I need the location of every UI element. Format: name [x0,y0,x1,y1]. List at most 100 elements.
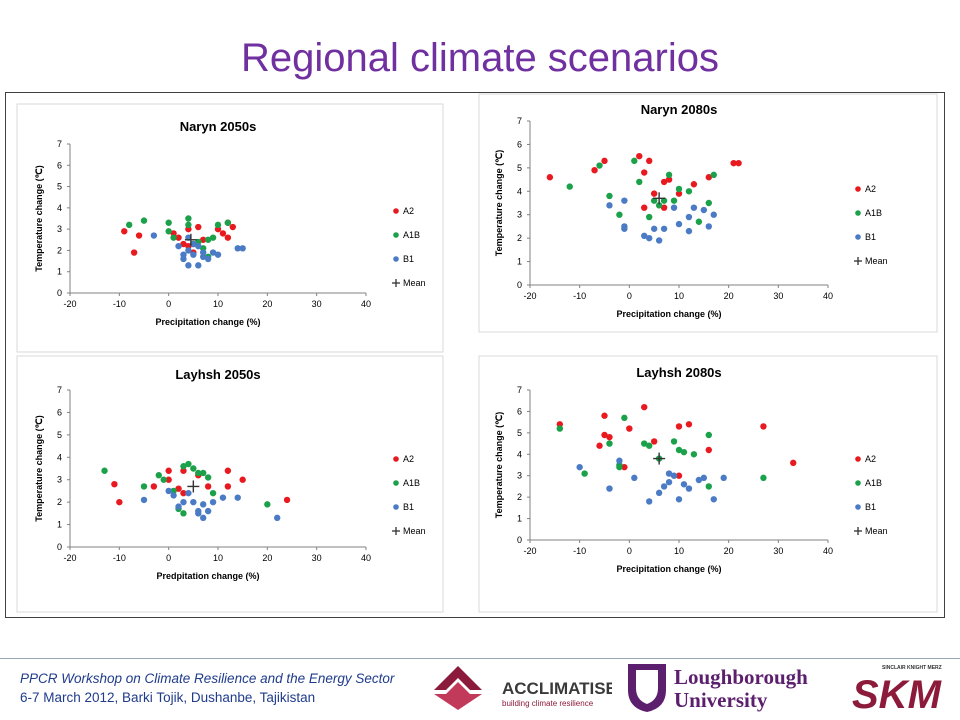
data-point-a1b [606,440,613,447]
x-tick-label: 10 [674,291,684,301]
x-tick-label: 20 [724,291,734,301]
data-point-b1 [200,249,207,256]
y-tick-label: 6 [517,406,522,416]
data-point-b1 [675,220,683,228]
y-tick-label: 7 [57,139,62,149]
legend-label-mean: Mean [865,256,888,266]
y-tick-label: 6 [57,160,62,170]
legend-label-b1: B1 [403,502,414,512]
y-tick-label: 3 [517,210,522,220]
data-point-a1b [650,197,658,204]
x-axis-label: Precipitation change (%) [616,564,721,574]
data-point-b1 [274,514,281,522]
legend-label-mean: Mean [403,278,426,288]
data-point-a2 [650,438,658,445]
data-point-a1b [685,188,693,195]
data-point-a1b [204,236,212,243]
data-point-a1b [646,213,653,221]
data-point-b1 [680,481,688,488]
data-point-b1 [170,492,177,499]
data-point-b1 [700,206,708,214]
x-tick-label: -20 [523,291,536,301]
y-tick-label: 3 [57,475,62,485]
y-tick-label: 2 [57,245,62,255]
y-tick-label: 0 [517,280,522,290]
y-tick-label: 5 [517,428,522,438]
data-point-a2 [175,485,182,492]
data-point-a2 [601,157,608,165]
data-point-a1b [204,474,212,481]
x-tick-label: 10 [213,553,223,563]
data-point-a2 [646,157,653,165]
y-tick-label: 4 [517,186,522,196]
data-point-b1 [665,470,673,477]
data-point-a2 [675,190,683,197]
data-point-a1b [190,465,197,472]
y-tick-label: 1 [57,520,62,530]
data-point-b1 [655,489,663,497]
data-point-a1b [665,171,673,179]
data-point-b1 [209,498,217,506]
legend-marker-a2 [393,456,399,462]
mean-marker-layhsh-2080s [653,452,666,465]
data-point-a1b [101,467,108,474]
chart-area-border [16,103,444,353]
data-point-a2 [130,249,138,256]
data-point-b1 [646,234,653,242]
data-point-a1b [180,510,187,517]
data-point-a1b [621,414,628,422]
x-tick-label: 30 [773,291,783,301]
y-tick-label: 1 [517,257,522,267]
data-point-b1 [185,489,192,497]
data-point-a2 [626,425,633,432]
data-point-b1 [165,487,172,495]
x-tick-label: 20 [724,546,734,556]
data-point-a1b [690,451,698,458]
data-point-a1b [636,178,643,186]
x-tick-label: 30 [312,299,322,309]
footer-divider [0,658,960,659]
data-point-a1b [655,202,663,209]
data-point-a2 [596,442,603,449]
data-point-b1 [720,474,727,482]
skm-logo: SINCLAIR KNIGHT MERZ SKM [852,665,943,712]
data-point-a2 [621,463,628,471]
data-point-b1 [209,249,217,256]
data-point-a2 [675,423,683,430]
x-tick-label: 30 [773,546,783,556]
chart-layhsh-2080s: Layhsh 2080s -20 -10 0 10 20 30 40 0 1 2 3 4 5 6 7 Preci… [478,355,938,613]
data-point-b1 [641,232,648,239]
data-point-b1 [685,213,693,221]
data-point-a2 [650,190,658,197]
y-tick-label: 7 [57,385,62,395]
data-point-a1b [670,197,678,204]
data-point-a1b [705,431,712,439]
legend-marker-a1b [393,480,399,486]
data-point-b1 [631,474,638,482]
acclimatise-name: ACCLIMATISE [502,679,612,698]
legend-label-a1b: A1B [865,208,882,218]
scatter-charts: Naryn 2050s-20 -10 0 10 20 30 4001234567Precip… [16,93,938,613]
x-axis-label: Precipitation change (%) [155,317,260,327]
y-tick-label: 1 [517,514,522,524]
loughborough-shield-inner-icon [636,670,658,704]
data-point-a1b [160,476,167,483]
chart-area-border [478,355,938,613]
data-point-a2 [665,176,673,183]
chart-naryn-2050s: Naryn 2050s -20 -10 0 10 20 30 40 0 1 2 3 4 5 6 7 Precip… [16,103,444,353]
data-point-a2 [790,459,797,467]
data-point-b1 [219,494,227,501]
data-point-a2 [601,431,608,439]
data-point-a2 [224,467,232,474]
data-point-b1 [195,242,202,250]
data-point-a2 [175,234,182,241]
data-point-a2 [150,483,158,490]
data-point-a2 [685,421,693,428]
y-tick-label: 2 [57,497,62,507]
data-point-a2 [180,467,187,474]
data-point-b1 [660,483,668,490]
y-tick-label: 2 [517,492,522,502]
legend-label-a2: A2 [865,184,876,194]
legend-label-a1b: A1B [403,230,420,240]
data-point-b1 [190,251,197,258]
